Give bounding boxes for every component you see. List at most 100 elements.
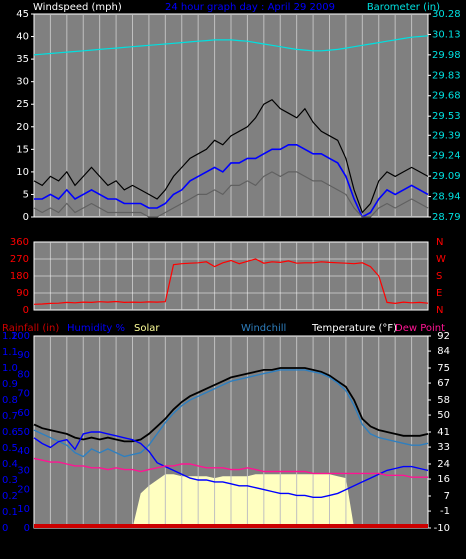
x-tick-label: 8 PM	[350, 220, 374, 231]
wind-y-tick-label: 20	[16, 122, 29, 133]
temp-humidity-panel: 0 0.1 0.2 0.3 0.4 0.5 0.6 0.7 0.8 0.9 1.0 1.1 1.2 0 10…	[2, 331, 450, 551]
rain-y-tick-label: 0	[2, 523, 8, 534]
baro-y-tick-label: 30.28	[432, 9, 461, 20]
temp-y-tick-label: 67	[437, 378, 450, 389]
graph-title: 24 hour graph day : April 29 2009	[165, 2, 335, 13]
wind-y-tick-label: 35	[16, 54, 29, 65]
wind-y-tick-label: 45	[16, 9, 29, 20]
baro-y-tick-label: 29.39	[432, 130, 461, 141]
direction-y-tick-label: 90	[16, 288, 29, 299]
direction-y-tick-label: 360	[10, 237, 29, 248]
wind-gust-line	[33, 98, 429, 214]
direction-line	[33, 258, 429, 305]
humidity-y-tick-label: 90	[17, 350, 30, 361]
wind-y-tick-label: 25	[16, 99, 29, 110]
x-tick-label: 8 PM	[350, 531, 374, 542]
x-tick-label: 2 PM	[252, 531, 276, 542]
rain-y-tick-label: 0.4	[2, 459, 18, 470]
x-tick-label: 4 PM	[285, 531, 309, 542]
x-tick-label: 4 PM	[285, 220, 309, 231]
dew-point-legend: Dew Point	[395, 323, 445, 334]
solar-legend: Solar	[134, 323, 160, 334]
humidity-y-tick-label: 50	[17, 427, 30, 438]
dew-point-line	[33, 457, 428, 478]
x-tick-label: 10 AM	[182, 531, 213, 542]
rain-y-tick-label: 0.9	[2, 379, 18, 390]
rain-y-tick-label: 1.2	[2, 331, 18, 342]
rain-y-tick-label: 0.3	[2, 475, 18, 486]
humidity-legend: Humidity %	[67, 323, 125, 334]
wind-y-tick-label: 15	[16, 144, 29, 155]
x-tick-label: 8 AM	[153, 220, 178, 231]
temp-y-tick-label: -10	[434, 523, 450, 534]
sunrise-label: sunrise	[114, 229, 150, 240]
rain-y-tick-label: 0.6	[2, 427, 18, 438]
x-tick-label: 12 PM	[216, 531, 247, 542]
x-tick-label: 4 AM	[87, 220, 112, 231]
temp-y-tick-label: 33	[437, 442, 450, 453]
x-tick-label: 12 PM	[216, 220, 247, 231]
wind-y-tick-label: 0	[23, 212, 29, 223]
compass-label: S	[436, 271, 442, 282]
baro-y-tick-label: 29.68	[432, 91, 461, 102]
sunrise-label: sunrise	[114, 540, 150, 551]
humidity-y-tick-label: 60	[17, 408, 30, 419]
humidity-y-tick-label: 70	[17, 389, 30, 400]
windchill-line	[33, 369, 429, 458]
temp-y-tick-label: 50	[437, 410, 450, 421]
x-tick-label: 8 AM	[153, 531, 178, 542]
rainfall-legend: Rainfall (in)	[2, 323, 59, 334]
rain-y-tick-label: 0.1	[2, 507, 18, 518]
x-tick-label: 10 PM	[380, 531, 411, 542]
temperature-legend: Temperature (°F)	[311, 323, 397, 334]
temp-y-tick-label: 84	[437, 346, 450, 357]
x-tick-label: 6 PM	[317, 531, 341, 542]
temp-y-tick-label: 16	[437, 474, 450, 485]
humidity-y-tick-label: 100	[11, 331, 30, 342]
windspeed-axis-title: Windspeed (mph)	[33, 2, 122, 13]
humidity-y-tick-label: 40	[17, 446, 30, 457]
wind-y-tick-label: 40	[16, 32, 29, 43]
x-tick-label: 10 AM	[182, 220, 213, 231]
humidity-y-tick-label: 10	[17, 504, 30, 515]
baro-y-tick-label: 28.79	[432, 212, 461, 223]
barometer-axis-title: Barometer (in)	[367, 2, 440, 13]
x-tick-label-end: 1	[425, 220, 431, 231]
rainfall-bar	[34, 524, 428, 528]
x-tick-label: 4 AM	[87, 531, 112, 542]
wind-direction-panel: 0 N 90 E 180 S 270 W 360 N	[10, 237, 446, 316]
x-tick-label: 10 PM	[380, 220, 411, 231]
temp-y-tick-label: 75	[437, 363, 450, 374]
humidity-y-tick-label: 80	[17, 369, 30, 380]
temp-y-tick-label: 7	[444, 491, 450, 502]
rain-y-tick-label: 1.1	[2, 347, 18, 358]
humidity-line	[33, 431, 429, 498]
windchill-legend: Windchill	[241, 323, 286, 334]
temp-y-tick-label: -1	[440, 506, 450, 517]
baro-y-tick-label: 29.09	[432, 171, 461, 182]
x-tick-label-end: 1	[425, 531, 431, 542]
compass-label: N	[436, 237, 443, 248]
direction-y-tick-label: 0	[23, 305, 29, 316]
temp-y-tick-label: 58	[437, 395, 450, 406]
wind-y-tick-label: 30	[16, 77, 29, 88]
temp-y-tick-label: 92	[437, 331, 450, 342]
rain-y-tick-label: 0.7	[2, 411, 18, 422]
baro-y-tick-label: 28.94	[432, 192, 461, 203]
baro-y-tick-label: 29.53	[432, 111, 461, 122]
compass-label: W	[436, 254, 446, 265]
rain-y-tick-label: 0.2	[2, 491, 18, 502]
x-tick-label: 2 AM	[54, 220, 79, 231]
x-tick-label: 2 PM	[252, 220, 276, 231]
x-tick-label: 2 AM	[54, 531, 79, 542]
compass-label: E	[436, 288, 442, 299]
baro-y-tick-label: 30.13	[432, 29, 461, 40]
baro-y-tick-label: 29.83	[432, 70, 461, 81]
rain-y-tick-label: 0.5	[2, 443, 18, 454]
x-tick-label: 6 AM	[120, 531, 145, 542]
humidity-y-tick-label: 0	[24, 523, 30, 534]
wind-low-line	[33, 171, 429, 218]
rain-y-tick-label: 1.0	[2, 363, 18, 374]
